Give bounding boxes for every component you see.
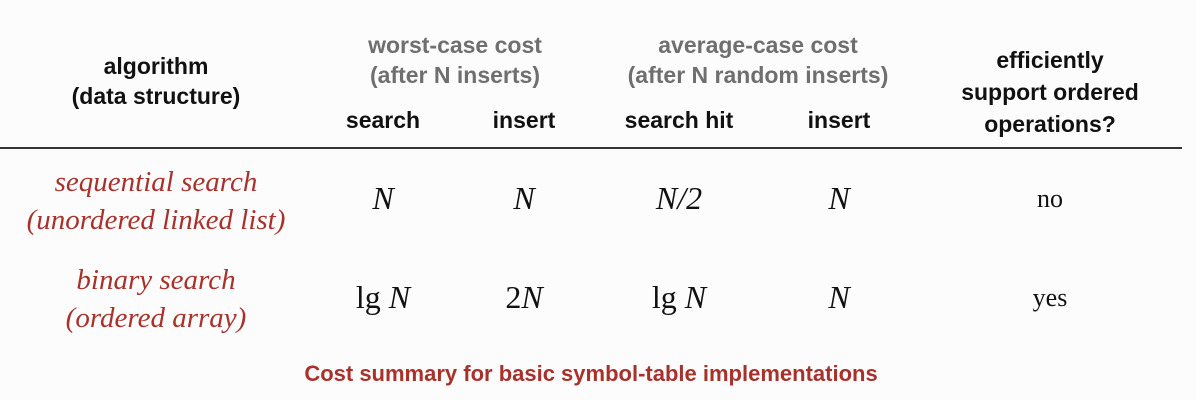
n-var: N	[684, 279, 707, 315]
cell-seq-worst-insert: N	[513, 180, 535, 216]
cell-seq-avg-insert: N	[828, 180, 850, 216]
cell-seq-worst-search: N	[372, 180, 394, 216]
header-algorithm-line1: algorithm	[103, 53, 209, 79]
subheader-avg-search-hit: search hit	[624, 107, 734, 133]
lg-prefix: lg	[651, 279, 677, 315]
header-ordered-ops: efficiently support ordered operations?	[945, 44, 1155, 140]
n-var: N	[521, 279, 543, 315]
cell-bin-ordered: yes	[1032, 283, 1068, 312]
header-ordered-ops-line1: efficiently	[996, 47, 1104, 73]
row-label-binary-search: binary search (ordered array)	[10, 261, 302, 337]
n-var: N	[388, 279, 411, 315]
header-worst-case-line2: (after N inserts)	[370, 62, 540, 88]
cell-seq-avg-search-hit: N/2	[655, 180, 703, 216]
header-ordered-ops-line3: operations?	[984, 111, 1116, 137]
row-label-line2: (ordered array)	[65, 302, 247, 334]
header-average-case-line2: (after N random inserts)	[627, 62, 889, 88]
coef-prefix: 2	[505, 279, 522, 315]
header-average-case: average-case cost (after N random insert…	[603, 30, 913, 90]
row-label-line1: sequential search	[54, 166, 258, 198]
header-worst-case: worst-case cost (after N inserts)	[330, 30, 580, 90]
row-label-line2: (unordered linked list)	[26, 204, 286, 236]
cell-bin-worst-insert: 2N	[474, 279, 574, 316]
cell-bin-avg-search-hit: lg N	[614, 279, 744, 316]
header-algorithm-line2: (data structure)	[71, 83, 241, 109]
lg-prefix: lg	[355, 279, 381, 315]
table-caption: Cost summary for basic symbol-table impl…	[304, 361, 878, 386]
cell-seq-ordered: no	[1037, 184, 1063, 213]
cell-bin-worst-search: lg N	[333, 279, 433, 316]
header-divider	[0, 147, 1182, 149]
subheader-avg-insert: insert	[807, 107, 871, 133]
subheader-worst-insert: insert	[492, 107, 556, 133]
cell-bin-avg-insert: N	[828, 279, 850, 315]
header-worst-case-line1: worst-case cost	[368, 32, 542, 58]
header-ordered-ops-line2: support ordered	[961, 79, 1139, 105]
row-label-sequential-search: sequential search (unordered linked list…	[10, 163, 302, 239]
header-average-case-line1: average-case cost	[658, 32, 858, 58]
row-label-line1: binary search	[76, 264, 236, 296]
subheader-worst-search: search	[345, 107, 421, 133]
header-algorithm: algorithm (data structure)	[56, 51, 256, 111]
